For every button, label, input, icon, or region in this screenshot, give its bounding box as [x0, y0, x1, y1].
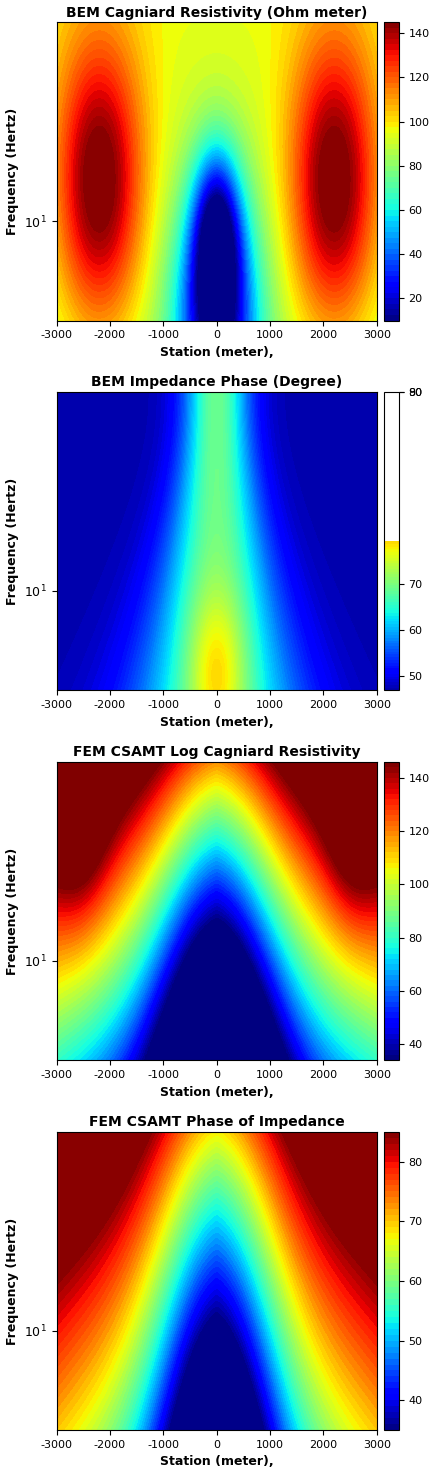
X-axis label: Station (meter),: Station (meter),: [160, 716, 273, 728]
Y-axis label: Frequency (Hertz): Frequency (Hertz): [6, 848, 19, 974]
X-axis label: Station (meter),: Station (meter),: [160, 1455, 273, 1468]
X-axis label: Station (meter),: Station (meter),: [160, 346, 273, 358]
Y-axis label: Frequency (Hertz): Frequency (Hertz): [6, 108, 19, 234]
Title: BEM Cagniard Resistivity (Ohm meter): BEM Cagniard Resistivity (Ohm meter): [66, 6, 368, 19]
Title: FEM CSAMT Phase of Impedance: FEM CSAMT Phase of Impedance: [89, 1116, 345, 1129]
Y-axis label: Frequency (Hertz): Frequency (Hertz): [6, 478, 19, 604]
X-axis label: Station (meter),: Station (meter),: [160, 1085, 273, 1098]
Title: FEM CSAMT Log Cagniard Resistivity: FEM CSAMT Log Cagniard Resistivity: [73, 746, 361, 759]
Title: BEM Impedance Phase (Degree): BEM Impedance Phase (Degree): [91, 376, 342, 389]
Y-axis label: Frequency (Hertz): Frequency (Hertz): [6, 1218, 19, 1344]
